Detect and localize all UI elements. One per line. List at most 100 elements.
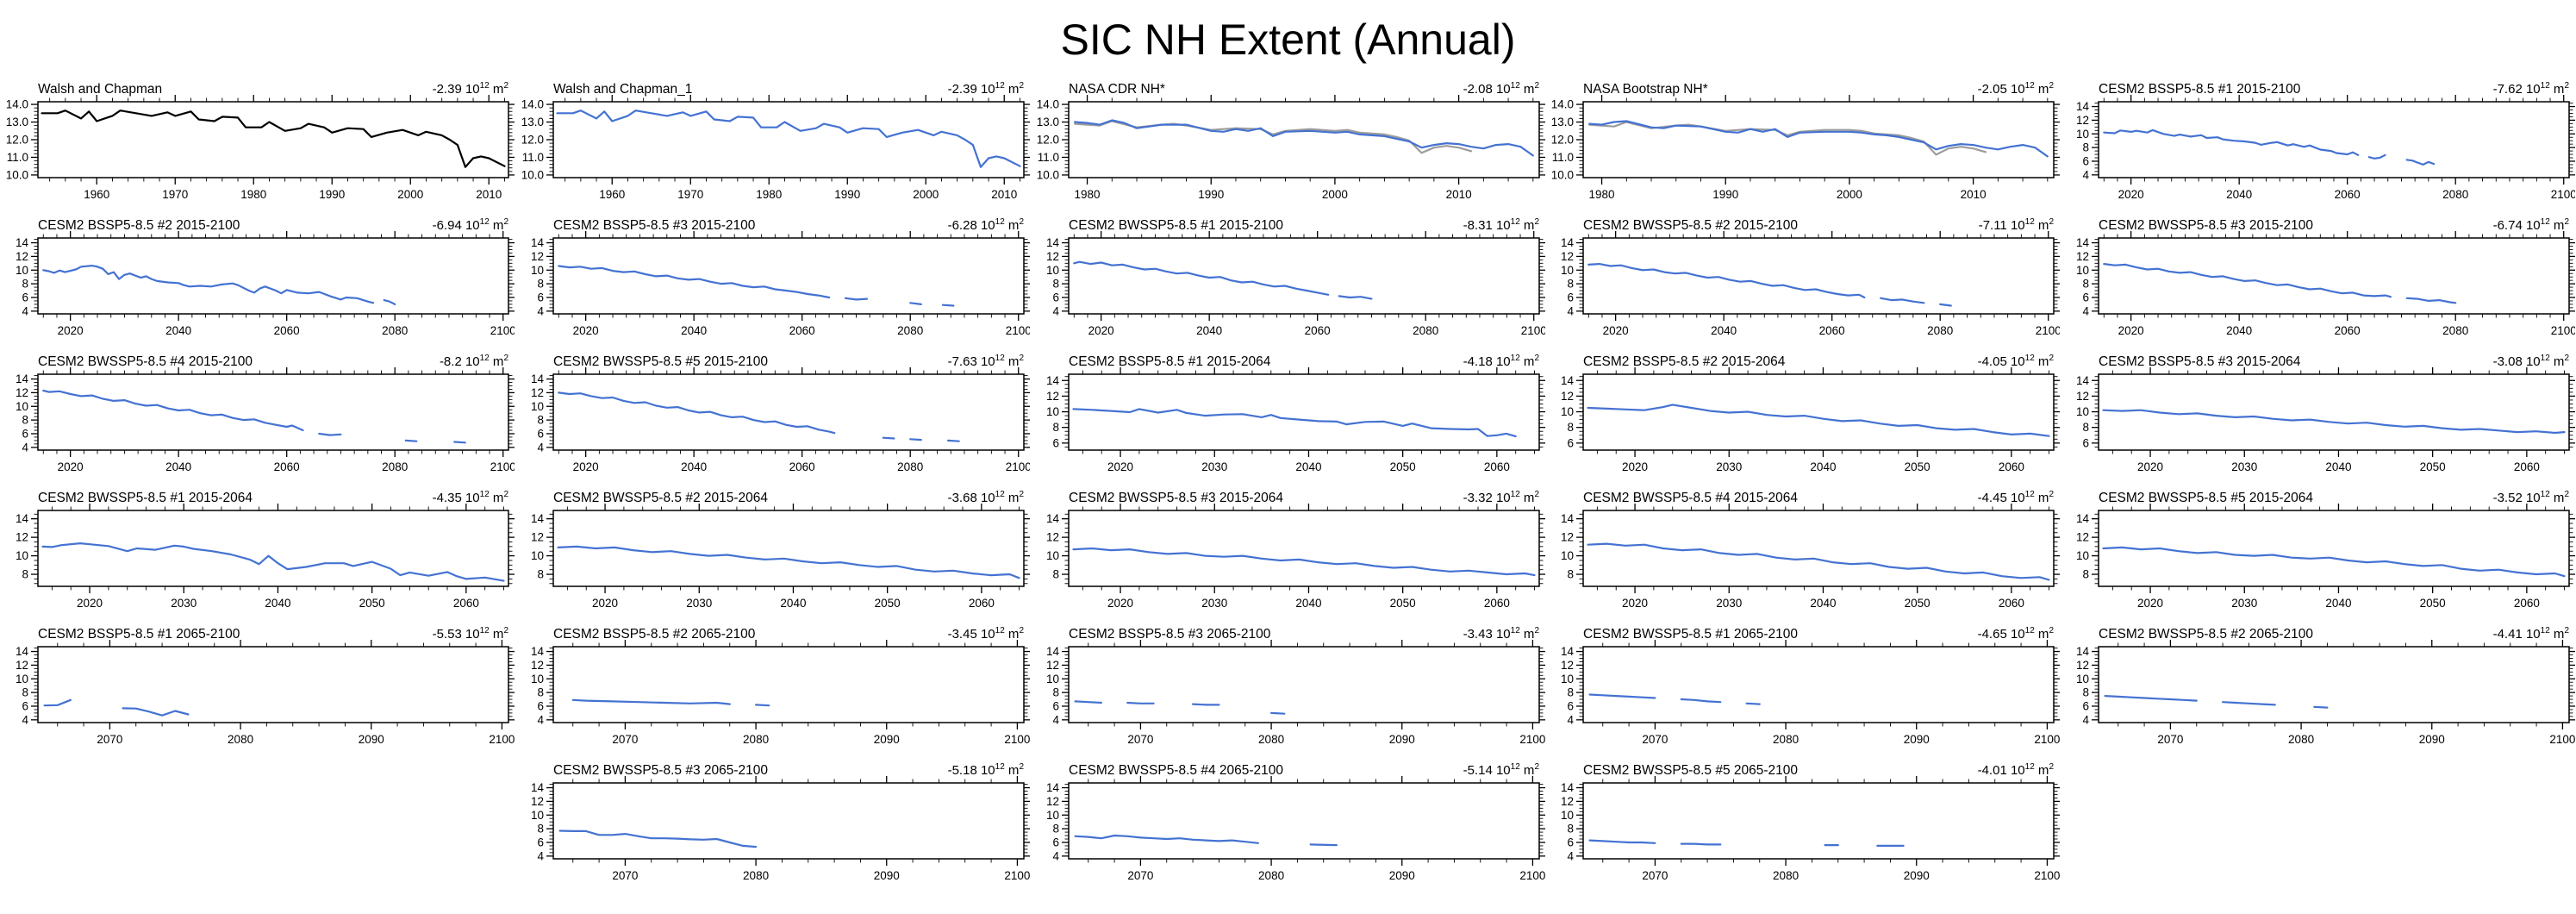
y-tick-label: 8	[2083, 141, 2090, 154]
axis-box	[2098, 510, 2570, 587]
y-tick-label: 14	[16, 372, 29, 385]
x-tick-label: 1960	[84, 188, 109, 201]
y-tick-label: 8	[1568, 421, 1575, 434]
x-tick-label: 2050	[2420, 460, 2446, 473]
y-tick-label: 6	[22, 699, 28, 712]
y-tick-label: 8	[537, 823, 544, 836]
panel-title: CESM2 BWSSP5-8.5 #1 2065-2100	[1583, 627, 1798, 642]
panel-trend: -3.43 1012 m2	[1463, 626, 1539, 642]
x-tick-label: 2060	[2514, 597, 2540, 610]
panel-cesm2-bwssp5-8-5-3-2065-2100: 2070 2080 2090 2100 4 6 8 10 12 14 CESM2 BWSSP5-8.…	[515, 761, 1031, 897]
panel-title: CESM2 BSSP5-8.5 #1 2015-2064	[1069, 354, 1271, 369]
x-tick-label: 2030	[1201, 460, 1227, 473]
x-tick-label: 2060	[789, 460, 814, 473]
panel-trend: -6.94 1012 m2	[433, 217, 509, 233]
panel-trend: -7.63 1012 m2	[947, 354, 1024, 369]
x-tick-label: 2010	[991, 188, 1017, 201]
data-line-blue	[908, 302, 922, 306]
panel-cesm2-bssp5-8-5-2-2015-2100: 2020 2040 2060 2080 2100 4 6 8 10 12 14 CESM2 BSSP5…	[0, 216, 516, 352]
y-tick-label: 11.0	[7, 151, 28, 164]
panel-title: Walsh and Chapman_1	[553, 82, 692, 97]
y-tick-label: 4	[537, 304, 544, 317]
x-tick-label: 2100	[2551, 324, 2575, 337]
panel-trend: -4.65 1012 m2	[1978, 626, 2055, 642]
x-tick-label: 2100	[490, 460, 515, 473]
x-tick-label: 2040	[1712, 324, 1737, 337]
y-tick-label: 8	[22, 278, 28, 291]
y-tick-label: 14	[1046, 512, 1060, 525]
panel-title: CESM2 BSSP5-8.5 #2 2065-2100	[553, 627, 756, 642]
y-tick-label: 6	[537, 836, 544, 848]
y-tick-label: 12.0	[521, 134, 544, 147]
x-tick-label: 2090	[874, 733, 900, 746]
y-tick-label: 12	[16, 659, 28, 672]
panel-trend: -6.28 1012 m2	[947, 217, 1024, 233]
x-tick-label: 2020	[1088, 324, 1113, 337]
x-tick-label: 1980	[756, 188, 782, 201]
panel-title: CESM2 BWSSP5-8.5 #3 2015-2064	[1069, 491, 1283, 505]
data-line-blue	[1309, 843, 1338, 847]
data-line-blue	[43, 698, 72, 707]
x-tick-label: 2010	[1961, 188, 1987, 201]
panel-cesm2-bwssp5-8-5-3-2015-2064: 2020 2030 2040 2050 2060 8 10 12 14 CESM2 BWSSP5-…	[1031, 488, 1546, 624]
panel-trend: -2.39 1012 m2	[947, 81, 1024, 97]
panel-title: CESM2 BWSSP5-8.5 #4 2015-2064	[1583, 491, 1798, 505]
x-tick-label: 2020	[1622, 460, 1648, 473]
data-line-blue	[558, 829, 757, 848]
x-tick-label: 2030	[1717, 460, 1743, 473]
y-tick-label: 14	[1046, 781, 1060, 794]
x-tick-label: 2060	[1999, 597, 2024, 610]
x-tick-label: 2080	[1258, 733, 1284, 746]
panel-cesm2-bwssp5-8-5-1-2015-2100: 2020 2040 2060 2080 2100 4 6 8 10 12 14 CESM2 BWSSP…	[1031, 216, 1547, 352]
x-tick-label: 2070	[2158, 733, 2184, 746]
panel-title: CESM2 BSSP5-8.5 #2 2015-2100	[38, 218, 240, 233]
y-tick-label: 8	[1568, 823, 1575, 836]
panel-chart: 2020 2030 2040 2050 2060 6 8 10 12 14 CESM2 BSSP5-…	[1561, 354, 2061, 473]
y-tick-label: 6	[1568, 291, 1575, 304]
axis-box	[1067, 782, 1540, 860]
axis-box	[1582, 101, 2055, 178]
panel-cesm2-bwssp5-8-5-5-2065-2100: 2070 2080 2090 2100 4 6 8 10 12 14 CESM2 BWSSP5-8.…	[1545, 761, 2061, 897]
axis-box	[552, 646, 1025, 723]
y-tick-label: 4	[1568, 304, 1575, 317]
y-tick-label: 4	[1568, 849, 1575, 862]
axis-box	[2098, 373, 2570, 451]
x-tick-label: 2030	[1201, 597, 1227, 610]
y-tick-label: 12	[2076, 114, 2089, 127]
axis-box	[1067, 646, 1540, 723]
x-tick-label: 2070	[1127, 869, 1153, 882]
data-line-blue	[41, 542, 505, 582]
x-tick-label: 2040	[1295, 597, 1321, 610]
data-line-blue	[556, 110, 1021, 168]
x-tick-label: 2020	[2137, 460, 2163, 473]
x-tick-label: 1980	[1074, 188, 1100, 201]
panel-title: CESM2 BSSP5-8.5 #2 2015-2064	[1583, 354, 1786, 369]
y-tick-label: 13.0	[1551, 116, 1574, 128]
y-tick-label: 12	[531, 531, 544, 544]
panel-trend: -5.14 1012 m2	[1463, 762, 1539, 778]
x-tick-label: 2080	[743, 733, 769, 746]
axis-box	[1582, 646, 2055, 723]
x-tick-label: 2050	[1905, 460, 1930, 473]
panel-chart: 2020 2030 2040 2050 2060 8 10 12 14 CESM2 BWSSP5-…	[531, 490, 1031, 610]
panel-cesm2-bwssp5-8-5-2-2015-2064: 2020 2030 2040 2050 2060 8 10 12 14 CESM2 BWSSP5-…	[515, 488, 1031, 624]
panel-trend: -4.45 1012 m2	[1978, 490, 2055, 505]
y-tick-label: 6	[1052, 291, 1059, 304]
y-tick-label: 14	[16, 512, 29, 525]
axis-box	[37, 101, 509, 178]
y-tick-label: 14.0	[521, 98, 544, 111]
y-tick-label: 10	[1561, 809, 1574, 822]
y-tick-label: 14	[1561, 781, 1575, 794]
y-tick-label: 14	[531, 512, 545, 525]
y-tick-label: 4	[2083, 713, 2090, 726]
y-tick-label: 10	[2076, 549, 2089, 562]
x-tick-label: 2000	[913, 188, 939, 201]
y-tick-label: 12	[531, 386, 544, 399]
y-tick-label: 6	[2083, 291, 2090, 304]
y-tick-label: 12	[2076, 531, 2089, 544]
x-tick-label: 2040	[2226, 188, 2252, 201]
